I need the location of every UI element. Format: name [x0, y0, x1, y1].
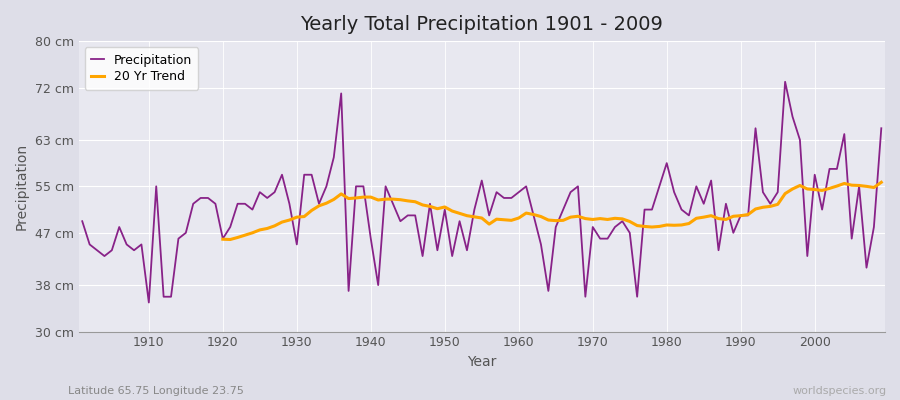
20 Yr Trend: [772, 202, 783, 207]
20 Yr Trend: [425, 204, 436, 209]
Text: worldspecies.org: worldspecies.org: [792, 386, 886, 396]
20 Yr Trend: [788, 186, 798, 191]
20 Yr Trend: [854, 183, 865, 188]
Text: Latitude 65.75 Longitude 23.75: Latitude 65.75 Longitude 23.75: [68, 386, 243, 396]
Precipitation: [143, 300, 154, 305]
X-axis label: Year: Year: [467, 355, 497, 369]
Precipitation: [521, 184, 532, 189]
20 Yr Trend: [876, 180, 886, 185]
Precipitation: [306, 172, 317, 177]
Precipitation: [779, 79, 790, 84]
20 Yr Trend: [218, 237, 229, 242]
Legend: Precipitation, 20 Yr Trend: Precipitation, 20 Yr Trend: [85, 47, 198, 90]
Precipitation: [351, 184, 362, 189]
Line: Precipitation: Precipitation: [82, 82, 881, 302]
Precipitation: [513, 190, 524, 194]
Precipitation: [876, 126, 886, 131]
20 Yr Trend: [225, 237, 236, 242]
Title: Yearly Total Precipitation 1901 - 2009: Yearly Total Precipitation 1901 - 2009: [301, 15, 663, 34]
Precipitation: [76, 219, 87, 224]
20 Yr Trend: [313, 204, 324, 208]
Y-axis label: Precipitation: Precipitation: [15, 143, 29, 230]
20 Yr Trend: [683, 221, 694, 226]
Precipitation: [609, 225, 620, 230]
Line: 20 Yr Trend: 20 Yr Trend: [223, 182, 881, 240]
Precipitation: [136, 242, 147, 247]
